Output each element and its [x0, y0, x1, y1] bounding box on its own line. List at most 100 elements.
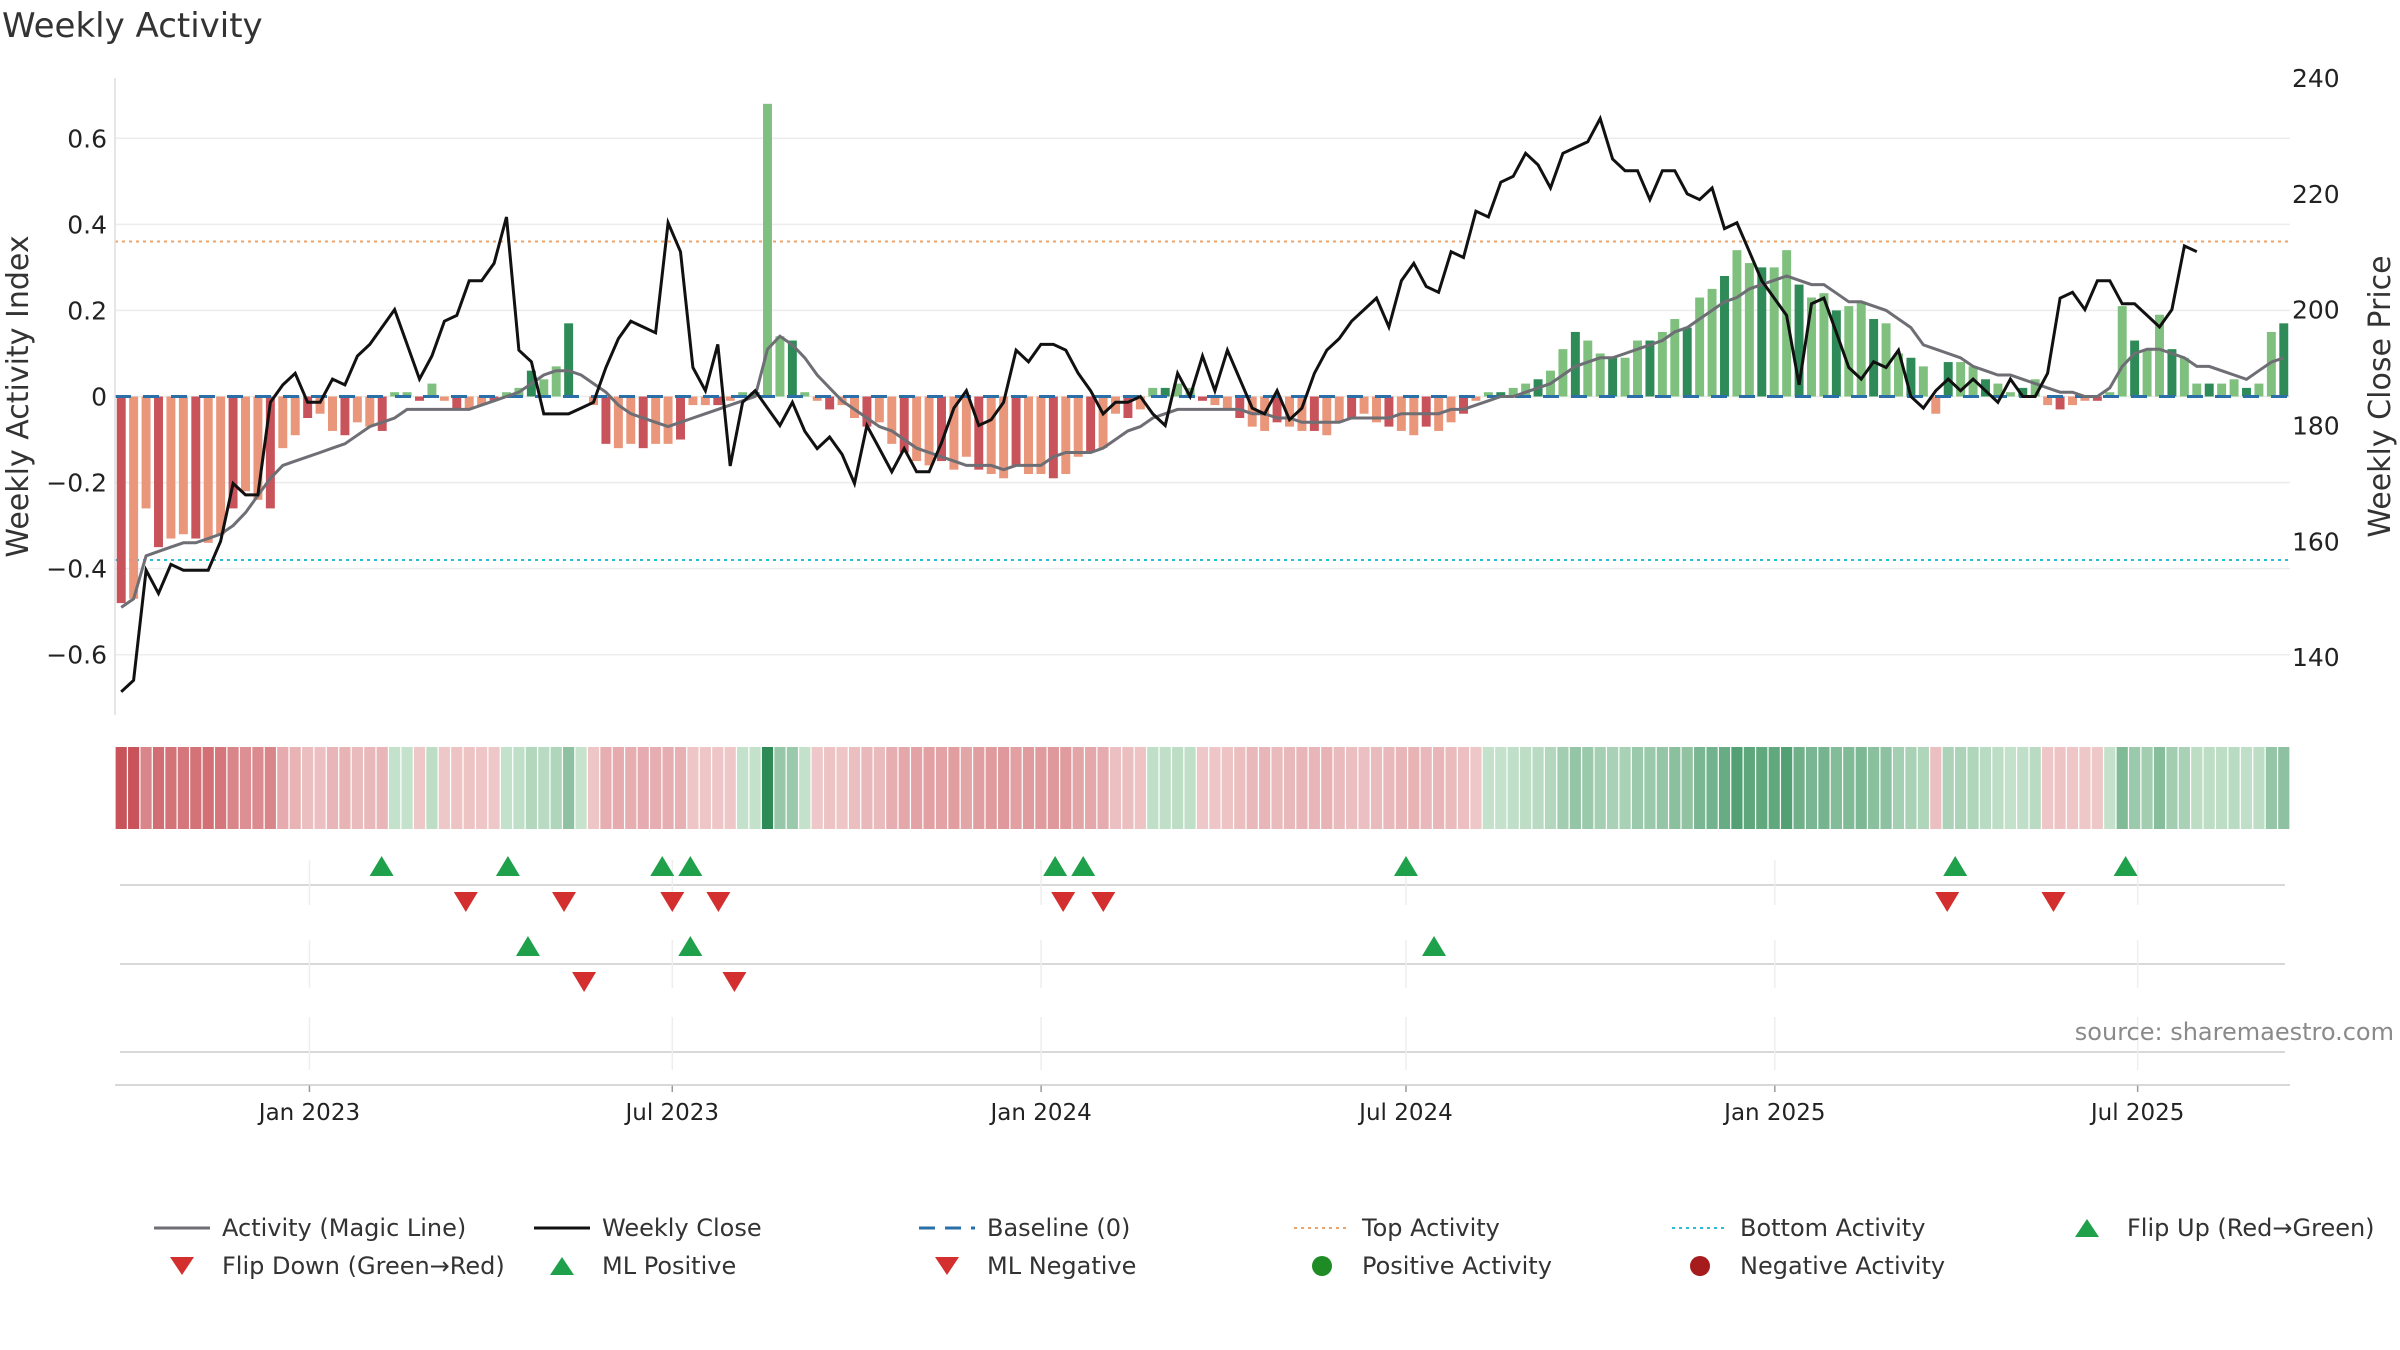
- activity-strip-cell: [239, 747, 252, 829]
- activity-bar: [1595, 353, 1605, 397]
- activity-strip-cell: [1818, 747, 1830, 829]
- flip-up-marker: [1043, 856, 1068, 876]
- activity-strip-cell: [2216, 747, 2228, 829]
- activity-strip-cell: [1184, 747, 1196, 829]
- activity-strip-cell: [190, 747, 202, 829]
- activity-strip-cell: [2042, 747, 2054, 829]
- legend-label: ML Negative: [987, 1252, 1137, 1280]
- activity-strip-cell: [1532, 747, 1544, 829]
- activity-bar: [427, 383, 437, 397]
- x-tick-label: Jul 2025: [2089, 1100, 2185, 1126]
- activity-strip-cell: [1470, 747, 1482, 829]
- activity-strip-cell: [1868, 747, 1880, 829]
- legend-item-negact: Negative Activity: [1668, 1248, 1945, 1284]
- ml-negative-marker: [572, 972, 597, 992]
- activity-bar: [638, 396, 648, 449]
- activity-bar: [1720, 275, 1729, 397]
- activity-bar: [1309, 396, 1319, 431]
- activity-strip-cell: [2253, 747, 2265, 829]
- activity-strip-cell: [389, 747, 401, 829]
- activity-bar: [1409, 396, 1419, 436]
- activity-bar: [1347, 396, 1357, 419]
- activity-bar: [489, 396, 499, 401]
- activity-strip-cell: [1482, 747, 1494, 829]
- y-right-tick-label: 140: [2292, 643, 2340, 672]
- triangle-down-icon: [935, 1257, 959, 1275]
- activity-strip-cell: [948, 747, 960, 829]
- activity-strip-cell: [2191, 747, 2203, 829]
- activity-strip-cell: [339, 747, 351, 829]
- activity-strip-cell: [2240, 747, 2253, 829]
- weekly-close-line: [120, 114, 2198, 693]
- activity-strip-cell: [848, 747, 861, 829]
- activity-strip-cell: [1433, 747, 1445, 829]
- y-right-tick-label: 160: [2292, 527, 2340, 556]
- activity-strip-cell: [1582, 747, 1594, 829]
- flip-up-marker: [1393, 856, 1418, 876]
- activity-bar: [365, 396, 375, 427]
- activity-bar: [1732, 250, 1742, 397]
- activity-bar: [1831, 310, 1841, 397]
- activity-strip-cell: [1631, 747, 1644, 829]
- activity-strip-cell: [824, 747, 836, 829]
- activity-strip-cell: [140, 747, 152, 829]
- activity-bar: [1372, 396, 1381, 423]
- activity-strip-cell: [1892, 747, 1905, 829]
- activity-strip-cell: [2079, 747, 2091, 829]
- flip-down-marker: [660, 892, 685, 912]
- dotted-line-icon: [1672, 1227, 1728, 1229]
- ml-negative-marker: [722, 972, 747, 992]
- activity-bar: [116, 396, 126, 604]
- activity-strip-cell: [786, 747, 798, 829]
- activity-bar: [2142, 349, 2152, 397]
- activity-strip-cell: [674, 747, 687, 829]
- activity-bar: [1819, 293, 1829, 397]
- flip-down-marker: [2041, 892, 2066, 912]
- activity-strip-cell: [476, 747, 488, 829]
- activity-strip-cell: [1930, 747, 1942, 829]
- activity-bar: [377, 396, 387, 431]
- activity-bar: [1235, 396, 1245, 419]
- activity-strip-cell: [1495, 747, 1507, 829]
- flip-down-marker: [706, 892, 731, 912]
- activity-strip-cell: [1768, 747, 1780, 829]
- activity-strip-cell: [500, 747, 513, 829]
- activity-strip-cell: [612, 747, 624, 829]
- activity-bar: [2217, 383, 2227, 397]
- activity-strip-cell: [488, 747, 500, 829]
- activity-bar: [1160, 387, 1170, 397]
- activity-strip-cell: [177, 747, 189, 829]
- y-right-tick-label: 180: [2292, 411, 2340, 440]
- activity-bar: [1073, 396, 1083, 457]
- activity-bar: [1956, 362, 1966, 397]
- activity-strip-cell: [550, 747, 562, 829]
- activity-bar: [1931, 396, 1941, 414]
- activity-strip-cell: [1296, 747, 1308, 829]
- activity-strip-cell: [1172, 747, 1184, 829]
- activity-strip-cell: [898, 747, 910, 829]
- activity-strip-cell: [401, 747, 413, 829]
- activity-strip-cell: [1196, 747, 1209, 829]
- activity-bar: [2092, 396, 2102, 401]
- activity-strip-cell: [1731, 747, 1743, 829]
- activity-bar: [887, 396, 897, 444]
- activity-strip-cell: [1781, 747, 1793, 829]
- activity-bar: [1508, 387, 1518, 397]
- legend-item-magic: Activity (Magic Line): [150, 1210, 466, 1246]
- activity-strip-cell: [1594, 747, 1606, 829]
- activity-bar: [2167, 349, 2177, 397]
- legend-label: Flip Up (Red→Green): [2127, 1214, 2375, 1242]
- ml-positive-marker: [1422, 936, 1447, 956]
- activity-strip-cell: [1669, 747, 1681, 829]
- flip-up-marker: [369, 856, 394, 876]
- triangle-up-icon: [550, 1257, 574, 1275]
- ml-positive-marker: [515, 936, 540, 956]
- legend-label: Bottom Activity: [1740, 1214, 1926, 1242]
- activity-strip-cell: [761, 747, 774, 829]
- activity-strip-cell: [1259, 747, 1271, 829]
- activity-strip-cell: [1681, 747, 1693, 829]
- legend-item-flipdown: Flip Down (Green→Red): [150, 1248, 505, 1284]
- activity-strip-cell: [1147, 747, 1159, 829]
- activity-strip-cell: [1370, 747, 1383, 829]
